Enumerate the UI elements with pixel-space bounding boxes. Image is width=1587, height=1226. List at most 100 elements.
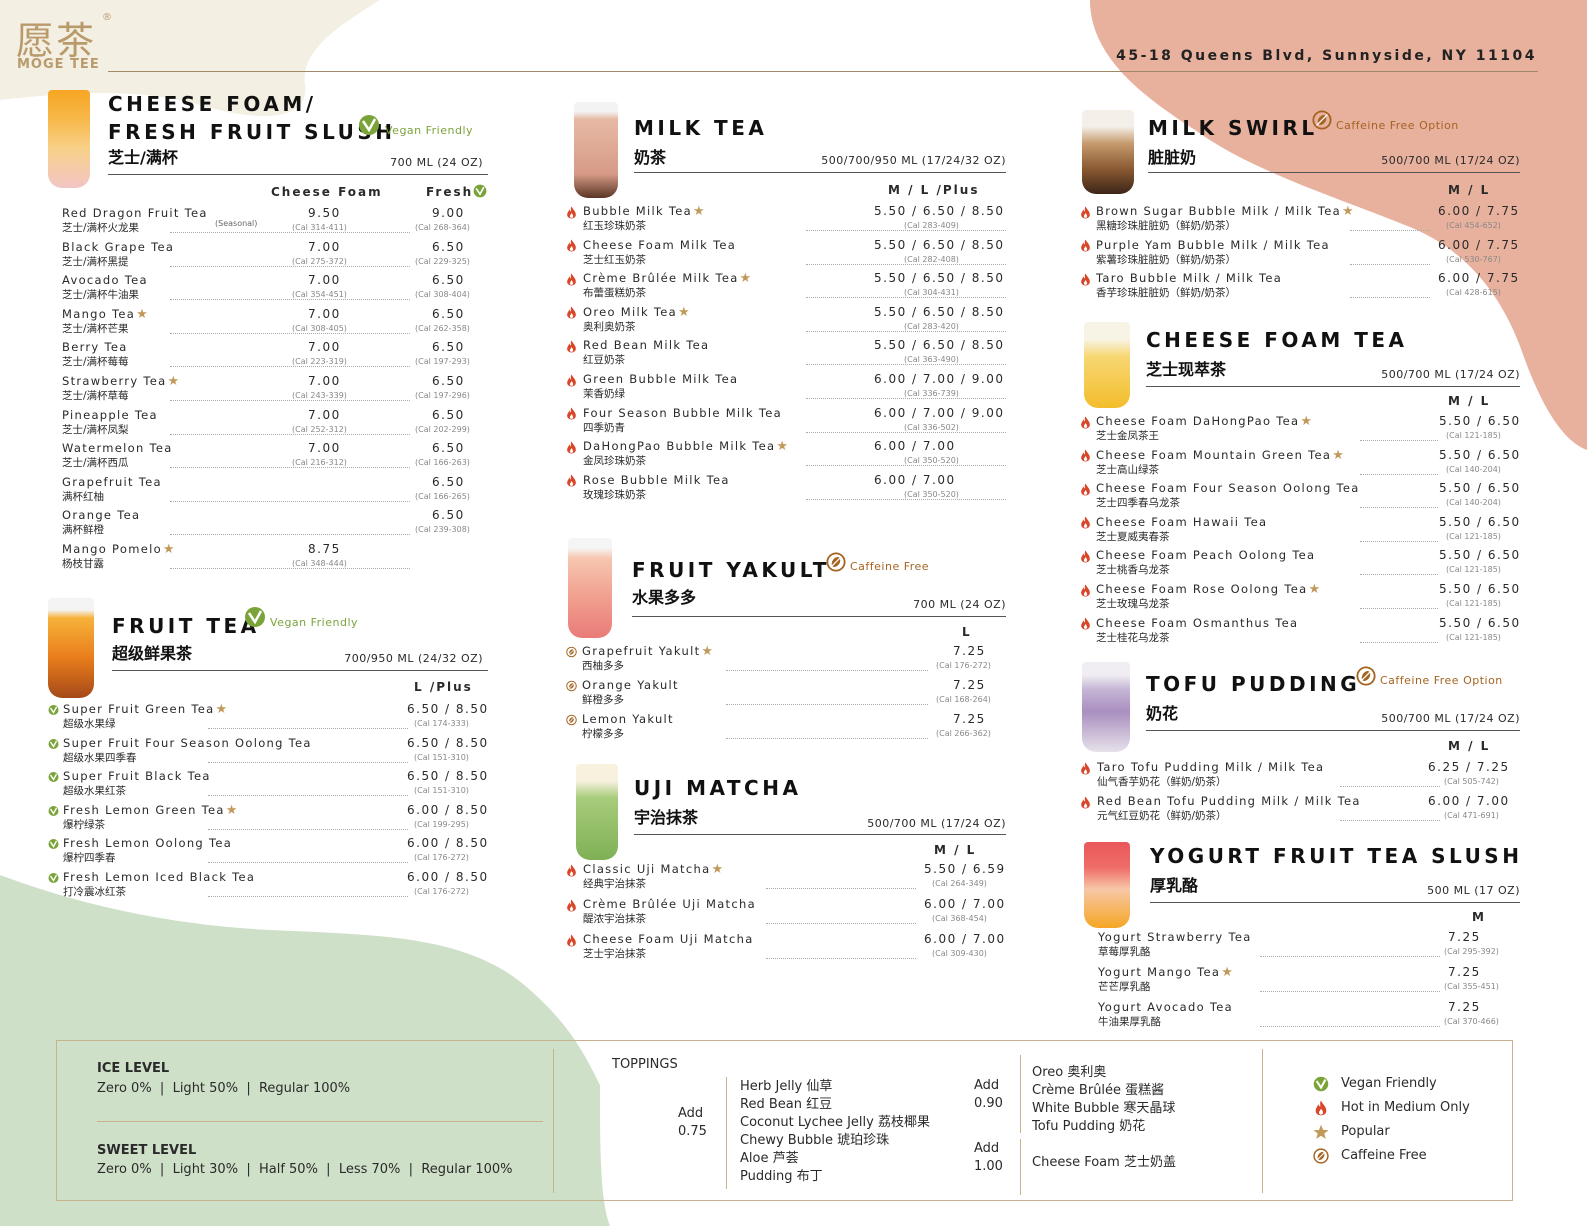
menu-item: Grapefruit Tea 满杯红柚 6.50 (Cal 166-265) [48, 475, 493, 509]
milk-swirl-cup-image [1082, 110, 1134, 194]
menu-item: Crème Brûlée Milk Tea★ 布蕾蛋糕奶茶 5.50 / 6.50 … [566, 271, 1011, 305]
leader-dots [806, 398, 1006, 399]
topping-item: Coconut Lychee Jelly 荔枝椰果 [740, 1115, 930, 1130]
item-calories: (Cal 140-204) [1446, 464, 1501, 474]
item-calories: (Cal 428-615) [1446, 288, 1501, 298]
fruit-tea-cup-image [48, 598, 94, 698]
item-name-chinese: 奥利奥奶茶 [583, 320, 636, 333]
item-name-chinese: 芒芒厚乳酪 [1098, 981, 1151, 993]
leader-dots [170, 500, 410, 502]
item-price: 7.25 [1448, 965, 1481, 979]
topping-item: White Bubble 寒天晶球 [1032, 1101, 1176, 1116]
section-volume: 700/950 ML (24/32 OZ) [344, 652, 483, 665]
vegan-icon [1313, 1076, 1329, 1092]
item-name-chinese: 超级水果红茶 [63, 785, 126, 798]
tofu-pudding-list: Taro Tofu Pudding Milk / Milk Tea 仙气香芋奶花（… [1080, 760, 1525, 830]
item-calories: (Cal 530-767) [1446, 254, 1501, 264]
legend-row: Hot in Medium Only [1313, 1099, 1503, 1119]
menu-item: Red Bean Milk Tea 红豆奶茶 5.50 / 6.50 / 8.50 (… [566, 338, 1011, 372]
section-title-chinese: 超级鲜果茶 [112, 644, 193, 663]
menu-item: Green Bubble Milk Tea 茉香奶绿 6.00 / 7.00 / 9… [566, 372, 1011, 406]
section-volume: 500 ML (17 OZ) [1427, 884, 1520, 897]
leader-dots [170, 467, 410, 469]
col-header-fresh: Fresh [426, 185, 474, 199]
cheese-foam-tea-list: Cheese Foam DaHongPao Tea★ 芝士金凤茶王 5.50 / 6… [1080, 414, 1525, 654]
item-name: Orange Yakult [582, 678, 679, 692]
popular-star-icon: ★ [162, 542, 176, 557]
cheese-foam-list: Red Dragon Fruit Tea 芝士/满杯火龙果 (Seasonal) 9.… [48, 206, 493, 576]
item-price: 5.50 / 6.50 [1439, 582, 1521, 596]
menu-item: Avocado Tea 芝士/满杯牛油果 7.00 (Cal 354-451) 6.50… [48, 273, 493, 307]
item-name: Fresh Lemon Green Tea★ [63, 802, 239, 818]
popular-star-icon: ★ [701, 644, 715, 659]
menu-item: DaHongPao Bubble Milk Tea★ 金凤珍珠奶茶 6.00 / 7… [566, 439, 1011, 473]
item-name: Black Grape Tea [62, 239, 175, 254]
item-name-chinese: 芝士桂花乌龙茶 [1096, 631, 1170, 644]
cheese-foam-calories: (Cal 314-411) [292, 223, 347, 232]
fresh-calories: (Cal 308-404) [415, 290, 470, 300]
section-rule [1146, 386, 1520, 387]
legend-label: Vegan Friendly [1341, 1076, 1437, 1091]
menu-item: Super Fruit Black Tea 超级水果红茶 6.50 / 8.50 (C… [48, 769, 493, 803]
legend-row: Vegan Friendly [1313, 1075, 1503, 1095]
leader-dots [170, 433, 410, 435]
item-calories: (Cal 283-409) [904, 221, 959, 230]
item-name-chinese: 茉香奶绿 [583, 388, 625, 400]
item-name: Lemon Yakult [582, 712, 674, 726]
item-calories: (Cal 176-272) [936, 661, 991, 670]
section-rule [1148, 172, 1520, 173]
menu-item: Fresh Lemon Green Tea★ 爆柠绿茶 6.00 / 8.50 (Ca… [48, 803, 493, 837]
cheese-foam-price: 9.50 [308, 206, 341, 220]
item-name-chinese: 柠檬多多 [582, 728, 624, 740]
item-calories: (Cal 304-431) [904, 288, 959, 298]
item-price: 7.25 [1448, 930, 1481, 944]
menu-item: Cheese Foam DaHongPao Tea★ 芝士金凤茶王 5.50 / 6… [1080, 414, 1525, 448]
section-title-line1: CHEESE FOAM/ [108, 92, 317, 116]
section-title-chinese: 奶茶 [634, 148, 667, 167]
section-title-chinese: 芝士现萃茶 [1146, 360, 1227, 379]
item-price: 6.50 / 8.50 [407, 735, 489, 750]
item-name-chinese: 元气红豆奶花（鲜奶/奶茶） [1097, 810, 1227, 822]
item-calories: (Cal 336-739) [904, 389, 959, 398]
item-calories: (Cal 355-451) [1444, 982, 1499, 991]
yogurt-list: Yogurt Strawberry Tea 草莓厚乳酪 7.25 (Cal 295-3… [1080, 930, 1525, 1040]
leader-dots [208, 862, 408, 864]
menu-item: Yogurt Avocado Tea 牛油果厚乳酪 7.25 (Cal 370-466… [1080, 1000, 1525, 1034]
topping-item: Cheese Foam 芝士奶盖 [1032, 1155, 1176, 1170]
item-name: Cheese Foam Mountain Green Tea★ [1096, 447, 1346, 463]
hot-icon [1080, 550, 1091, 563]
cheese-foam-price: 7.00 [308, 340, 341, 355]
item-name-chinese: 超级水果绿 [63, 718, 116, 730]
col-header: L /Plus [414, 680, 473, 694]
hot-icon [1313, 1100, 1329, 1116]
leader-dots [1360, 641, 1438, 643]
popular-star-icon: ★ [167, 374, 181, 389]
item-name-chinese: 紫薯珍珠脏脏奶（鲜奶/奶茶） [1096, 253, 1237, 266]
tofu-pudding-section: TOFU PUDDING Caffeine Free Option 奶花 500… [1080, 658, 1525, 828]
cheese-foam-calories: (Cal 243-339) [292, 391, 347, 400]
hot-icon [566, 474, 577, 487]
uji-matcha-list: Classic Uji Matcha★ 经典宇治抹茶 5.50 / 6.59 (Cal… [566, 862, 1011, 972]
fresh-calories: (Cal 197-293) [415, 357, 470, 367]
tofu-pudding-cup-image [1082, 662, 1130, 752]
item-name-chinese: 香芋珍珠脏脏奶（鲜奶/奶茶） [1096, 287, 1237, 300]
cheese-foam-price: 7.00 [308, 239, 341, 254]
header-divider [108, 71, 1538, 72]
item-price: 5.50 / 6.50 / 8.50 [874, 304, 1005, 319]
fresh-price: 6.50 [432, 407, 465, 422]
item-name: Orange Tea [62, 508, 141, 523]
menu-item: Mango Pomelo★ 杨枝甘露 8.75 (Cal 348-444) [48, 542, 493, 576]
logo-chinese: 愿茶 [16, 19, 97, 63]
item-price: 6.50 / 8.50 [407, 769, 489, 784]
item-name-chinese: 黑糖珍珠脏脏奶（鲜奶/奶茶） [1096, 220, 1237, 232]
topping-item: Herb Jelly 仙草 [740, 1079, 833, 1094]
caffeine-free-option-tag: Caffeine Free Option [1336, 119, 1459, 132]
item-name: Oreo Milk Tea★ [583, 304, 691, 320]
item-name: Four Season Bubble Milk Tea [583, 405, 782, 420]
star-icon [1313, 1124, 1329, 1140]
item-calories: (Cal 336-502) [904, 422, 959, 432]
item-name: Strawberry Tea★ [62, 374, 181, 389]
item-price: 6.00 / 7.00 [924, 897, 1006, 911]
item-name: Super Fruit Green Tea★ [63, 702, 229, 717]
leader-dots [806, 364, 1006, 366]
